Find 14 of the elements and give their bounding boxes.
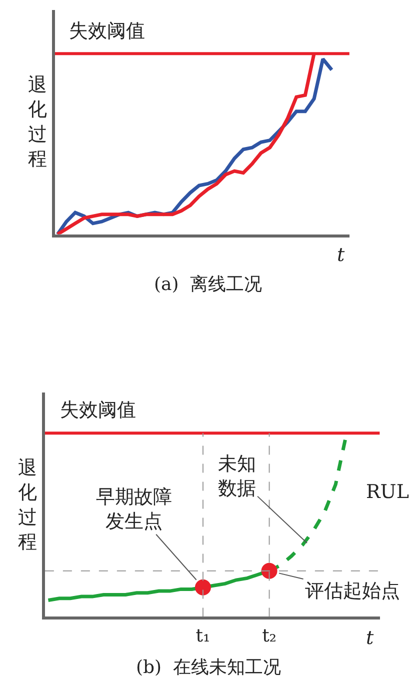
y-axis-title: 退化过程 bbox=[28, 74, 47, 170]
annotation: 评估起始点 bbox=[305, 580, 400, 602]
ref-line-label: 失效阈值 bbox=[60, 399, 136, 421]
text: (b) 在线未知工况 bbox=[136, 657, 282, 678]
x-axis-title: t bbox=[337, 244, 345, 266]
x-tick-label: t₁ bbox=[196, 625, 210, 646]
x-tick-label: t₂ bbox=[262, 625, 277, 646]
annotation: 早期故障发生点 bbox=[96, 486, 172, 533]
annotation: 未知数据 bbox=[218, 453, 256, 500]
text: (a) 离线工况 bbox=[154, 274, 262, 295]
annotation: RUL bbox=[366, 481, 410, 503]
y-axis-title: 退化过程 bbox=[18, 457, 37, 554]
x-axis-title: t bbox=[366, 627, 374, 649]
ref-line-label: 失效阈值 bbox=[69, 20, 145, 42]
